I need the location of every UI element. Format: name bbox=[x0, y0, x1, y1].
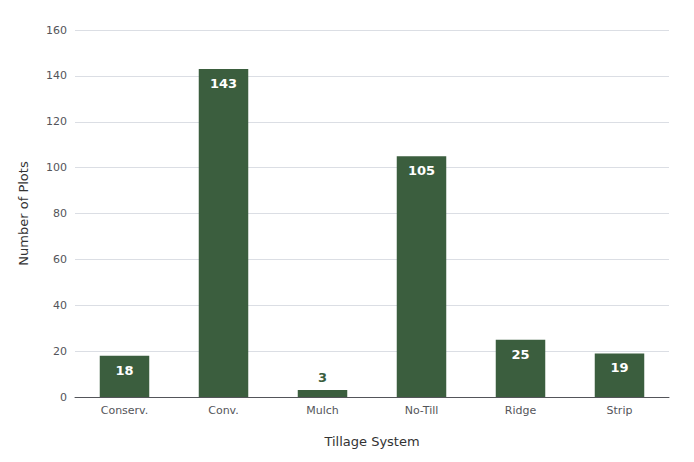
svg-text:Mulch: Mulch bbox=[306, 404, 339, 417]
svg-text:Tillage System: Tillage System bbox=[323, 434, 419, 449]
svg-text:105: 105 bbox=[408, 163, 435, 178]
svg-text:25: 25 bbox=[511, 347, 529, 362]
svg-text:3: 3 bbox=[318, 370, 327, 385]
svg-text:140: 140 bbox=[46, 69, 67, 82]
svg-text:40: 40 bbox=[53, 299, 67, 312]
svg-text:143: 143 bbox=[210, 76, 237, 91]
svg-text:0: 0 bbox=[60, 391, 67, 404]
svg-text:Strip: Strip bbox=[607, 404, 633, 417]
svg-text:100: 100 bbox=[46, 161, 67, 174]
svg-text:Conv.: Conv. bbox=[208, 404, 239, 417]
svg-text:Number of Plots: Number of Plots bbox=[16, 161, 31, 266]
svg-text:80: 80 bbox=[53, 207, 67, 220]
svg-text:Conserv.: Conserv. bbox=[101, 404, 149, 417]
svg-text:19: 19 bbox=[610, 360, 628, 375]
svg-text:18: 18 bbox=[115, 363, 133, 378]
svg-text:Ridge: Ridge bbox=[505, 404, 537, 417]
svg-text:20: 20 bbox=[53, 345, 67, 358]
svg-text:No-Till: No-Till bbox=[405, 404, 439, 417]
svg-text:60: 60 bbox=[53, 253, 67, 266]
svg-text:160: 160 bbox=[46, 24, 67, 37]
svg-text:120: 120 bbox=[46, 115, 67, 128]
